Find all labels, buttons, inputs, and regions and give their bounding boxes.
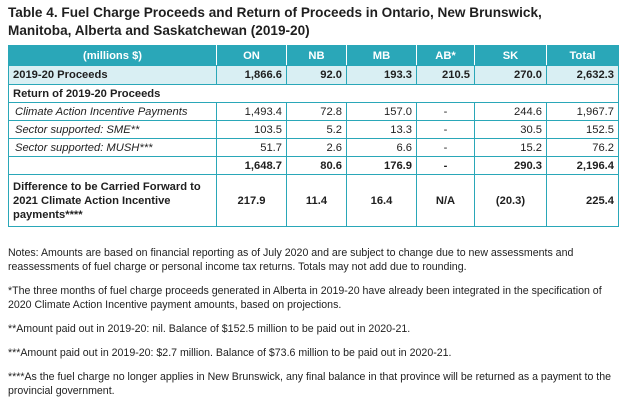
table-header-row: (millions $) ON NB MB AB* SK Total [8, 45, 619, 66]
cell-sk: 270.0 [474, 65, 547, 85]
cell-mb: 157.0 [346, 102, 417, 121]
proceeds-table: (millions $) ON NB MB AB* SK Total 2019-… [8, 45, 619, 227]
header-ab: AB* [416, 45, 475, 66]
header-total: Total [546, 45, 619, 66]
cell-mb: 176.9 [346, 156, 417, 175]
cell-sk: 30.5 [474, 120, 547, 139]
header-sk: SK [474, 45, 547, 66]
note-general: Notes: Amounts are based on financial re… [8, 247, 574, 273]
header-on: ON [216, 45, 287, 66]
row-label: Sector supported: SME** [8, 120, 217, 139]
row-label: Sector supported: MUSH*** [8, 138, 217, 157]
cell-on: 1,866.6 [216, 65, 287, 85]
row-label [8, 156, 217, 175]
table-row: Sector supported: MUSH*** 51.7 2.6 6.6 -… [8, 138, 619, 157]
table-title-line-1: Table 4. Fuel Charge Proceeds and Return… [8, 5, 542, 20]
footnote-sme: **Amount paid out in 2019-20: nil. Balan… [8, 323, 411, 335]
cell-ab: - [416, 120, 475, 139]
cell-mb: 6.6 [346, 138, 417, 157]
cell-on: 1,493.4 [216, 102, 287, 121]
cell-mb: 13.3 [346, 120, 417, 139]
cell-ab: - [416, 138, 475, 157]
proceeds-row: 2019-20 Proceeds 1,866.6 92.0 193.3 210.… [8, 65, 619, 85]
cell-nb: 92.0 [286, 65, 347, 85]
carried-forward-row: Difference to be Carried Forward to 2021… [8, 174, 619, 227]
cell-nb: 5.2 [286, 120, 347, 139]
header-mb: MB [346, 45, 417, 66]
cell-on: 1,648.7 [216, 156, 287, 175]
footnote-mush: ***Amount paid out in 2019-20: $2.7 mill… [8, 347, 452, 359]
cell-ab: 210.5 [416, 65, 475, 85]
table-notes: Notes: Amounts are based on financial re… [8, 246, 620, 400]
cell-total: 152.5 [546, 120, 619, 139]
cell-nb: 11.4 [286, 174, 347, 227]
subtotal-row: 1,648.7 80.6 176.9 - 290.3 2,196.4 [8, 156, 619, 175]
row-label: Climate Action Incentive Payments [8, 102, 217, 121]
table-title-line-2: Manitoba, Alberta and Saskatchewan (2019… [8, 23, 310, 38]
cell-nb: 80.6 [286, 156, 347, 175]
cell-total: 225.4 [546, 174, 619, 227]
cell-nb: 72.8 [286, 102, 347, 121]
table-row: Sector supported: SME** 103.5 5.2 13.3 -… [8, 120, 619, 139]
cell-on: 103.5 [216, 120, 287, 139]
cell-total: 76.2 [546, 138, 619, 157]
footnote-alberta: *The three months of fuel charge proceed… [8, 285, 602, 311]
cell-sk: 15.2 [474, 138, 547, 157]
cell-total: 2,196.4 [546, 156, 619, 175]
section-row: Return of 2019-20 Proceeds [8, 84, 619, 103]
cell-on: 51.7 [216, 138, 287, 157]
cell-sk: 244.6 [474, 102, 547, 121]
header-units: (millions $) [8, 45, 217, 66]
cell-sk: 290.3 [474, 156, 547, 175]
table-row: Climate Action Incentive Payments 1,493.… [8, 102, 619, 121]
cell-mb: 16.4 [346, 174, 417, 227]
cell-on: 217.9 [216, 174, 287, 227]
cell-nb: 2.6 [286, 138, 347, 157]
row-label: 2019-20 Proceeds [8, 65, 217, 85]
cell-mb: 193.3 [346, 65, 417, 85]
cell-ab: - [416, 156, 475, 175]
section-label: Return of 2019-20 Proceeds [8, 84, 619, 103]
header-nb: NB [286, 45, 347, 66]
footnote-new-brunswick: ****As the fuel charge no longer applies… [8, 371, 612, 397]
cell-ab: - [416, 102, 475, 121]
cell-total: 2,632.3 [546, 65, 619, 85]
cell-sk: (20.3) [474, 174, 547, 227]
cell-ab: N/A [416, 174, 475, 227]
row-label: Difference to be Carried Forward to 2021… [8, 174, 217, 227]
table-title: Table 4. Fuel Charge Proceeds and Return… [8, 4, 618, 40]
cell-total: 1,967.7 [546, 102, 619, 121]
